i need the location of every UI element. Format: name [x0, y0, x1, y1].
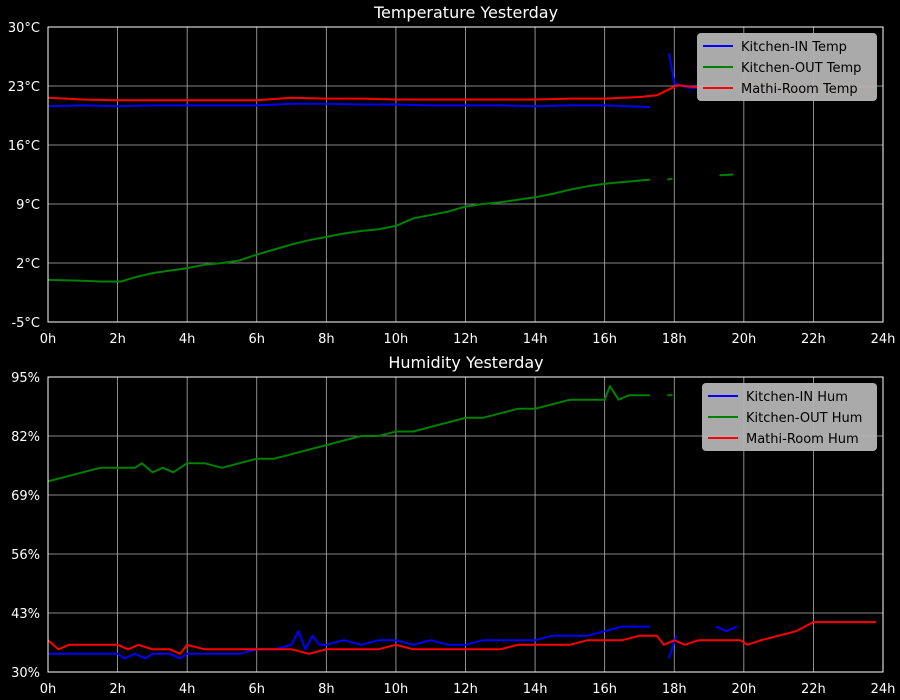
x-tick-label: 24h [871, 332, 896, 347]
series-line-kitchen-in-temp [47, 102, 650, 109]
y-tick-label: 82% [11, 430, 40, 445]
y-tick-label: 56% [11, 548, 40, 563]
x-tick-label: 14h [523, 682, 548, 697]
legend-label: Mathi-Room Hum [746, 432, 859, 447]
x-tick-label: 6h [248, 332, 265, 347]
legend-box [697, 33, 877, 101]
legend-label: Kitchen-IN Hum [746, 390, 848, 405]
x-tick-label: 16h [592, 682, 617, 697]
y-tick-label: 9°C [16, 198, 40, 213]
x-tick-label: 18h [662, 682, 687, 697]
x-tick-label: 2h [109, 332, 126, 347]
series-line-kitchen-out-temp [719, 173, 734, 177]
series-line-mathi-room-hum [47, 621, 876, 655]
legend-label: Kitchen-OUT Hum [746, 411, 862, 426]
x-tick-label: 18h [662, 332, 687, 347]
series-line-kitchen-out-temp [667, 177, 673, 181]
y-tick-label: 30% [11, 666, 40, 681]
y-tick-labels: -5°C 2°C 9°C 16°C 23°C 30°C [8, 21, 40, 331]
x-tick-label: 6h [248, 682, 265, 697]
y-tick-label: 95% [11, 371, 40, 386]
legend-label: Mathi-Room Temp [741, 82, 858, 97]
legend-box [702, 383, 877, 451]
x-tick-label: 10h [384, 332, 409, 347]
series-line-kitchen-in-hum [48, 625, 650, 660]
x-tick-labels: 0h 2h 4h 6h 8h 10h 12h 14h 16h 18h 20h 22h 24h [40, 332, 896, 347]
x-tick-labels: 0h 2h 4h 6h 8h 10h 12h 14h 16h 18h 20h 22h 24h [40, 682, 896, 697]
chart-title: Temperature Yesterday [373, 3, 558, 22]
legend: Kitchen-IN Temp Kitchen-OUT Temp Mathi-Roo… [697, 33, 877, 101]
y-tick-label: 30°C [8, 21, 40, 36]
x-tick-label: 24h [871, 682, 896, 697]
y-tick-label: 43% [11, 607, 40, 622]
x-tick-label: 10h [384, 682, 409, 697]
y-tick-label: 69% [11, 489, 40, 504]
x-tick-label: 0h [40, 332, 57, 347]
x-tick-label: 12h [453, 332, 478, 347]
series-group [47, 385, 876, 660]
x-tick-label: 20h [731, 682, 756, 697]
x-tick-label: 14h [523, 332, 548, 347]
series-line-kitchen-out-temp [47, 178, 650, 283]
x-tick-label: 8h [318, 682, 335, 697]
y-tick-label: -5°C [11, 316, 40, 331]
chart-title: Humidity Yesterday [388, 353, 543, 372]
legend: Kitchen-IN Hum Kitchen-OUT Hum Mathi-Room … [702, 383, 877, 451]
x-tick-label: 8h [318, 332, 335, 347]
x-tick-label: 2h [109, 682, 126, 697]
series-line-kitchen-out-hum [47, 385, 650, 483]
y-tick-label: 16°C [8, 139, 40, 154]
x-tick-label: 22h [801, 682, 826, 697]
x-tick-label: 20h [731, 332, 756, 347]
plot-frame [47, 376, 884, 673]
y-tick-labels: 30% 43% 56% 69% 82% 95% [11, 371, 40, 681]
legend-label: Kitchen-OUT Temp [741, 61, 861, 76]
y-tick-label: 23°C [8, 80, 40, 95]
x-tick-label: 4h [179, 332, 196, 347]
x-tick-label: 12h [453, 682, 478, 697]
x-tick-label: 0h [40, 682, 57, 697]
humidity-chart: Humidity Yesterday 0h 2h 4h 6h 8h 10h 12h 14h 16… [11, 353, 895, 697]
plot-frame [47, 26, 884, 323]
legend-label: Kitchen-IN Temp [741, 40, 847, 55]
x-tick-label: 22h [801, 332, 826, 347]
x-tick-label: 4h [179, 682, 196, 697]
series-line-kitchen-in-hum [715, 625, 738, 633]
y-tick-label: 2°C [16, 257, 40, 272]
x-tick-label: 16h [592, 332, 617, 347]
temperature-chart: Temperature Yesterday 0h 2h 4h 6h 8h 10h 12h 14… [8, 3, 896, 347]
